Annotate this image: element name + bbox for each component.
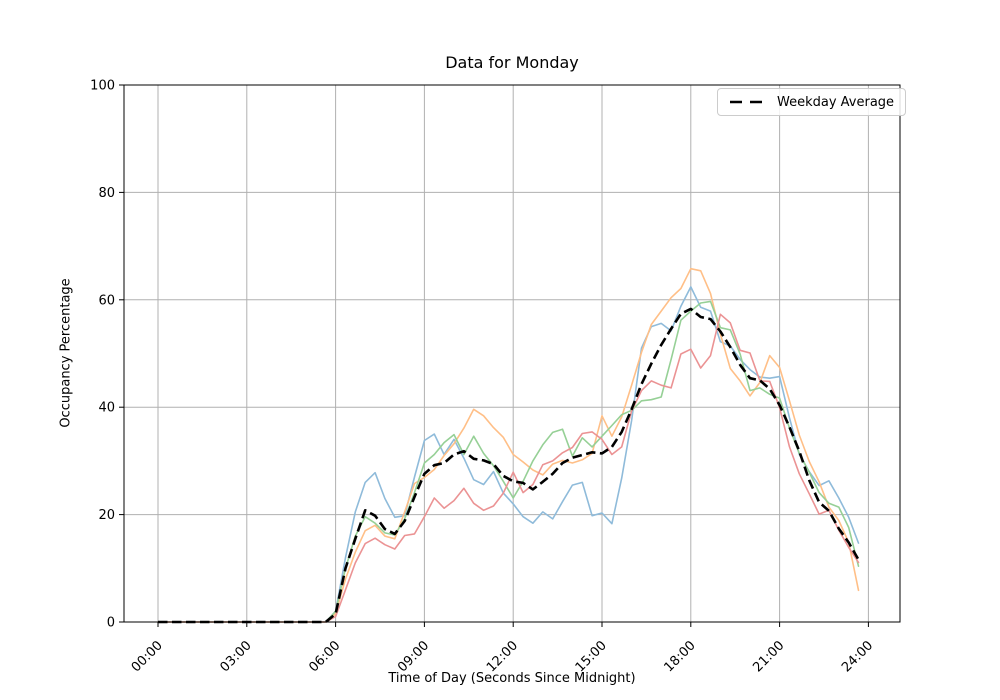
x-tick-label: 18:00 bbox=[662, 638, 699, 675]
series-line-monday-week-3 bbox=[157, 300, 860, 623]
y-tick-label: 60 bbox=[98, 293, 115, 308]
y-tick-label: 20 bbox=[98, 508, 115, 523]
x-tick-label: 21:00 bbox=[750, 638, 787, 675]
chart-title: Data for Monday bbox=[445, 53, 579, 72]
average-line bbox=[158, 307, 860, 624]
x-tick-label: 00:00 bbox=[129, 638, 166, 675]
x-tick-label: 09:00 bbox=[395, 638, 432, 675]
y-tick-label: 40 bbox=[98, 401, 115, 416]
plot-frame bbox=[123, 84, 901, 623]
y-tick-label: 100 bbox=[90, 79, 115, 94]
dashed-line-swatch bbox=[730, 100, 766, 104]
x-axis-label: Time of Day (Seconds Since Midnight) bbox=[388, 671, 636, 686]
x-tick-label: 03:00 bbox=[218, 638, 255, 675]
x-tick-label: 15:00 bbox=[573, 638, 610, 675]
x-tick-label: 06:00 bbox=[306, 638, 343, 675]
series-line-monday-week-1 bbox=[157, 286, 860, 623]
legend: Weekday Average bbox=[717, 88, 907, 116]
y-tick-label: 0 bbox=[107, 616, 115, 631]
y-axis-label: Occupancy Percentage bbox=[58, 278, 74, 428]
series-line-monday-week-4 bbox=[157, 313, 860, 623]
x-tick-label: 24:00 bbox=[839, 638, 876, 675]
x-tick-label: 12:00 bbox=[484, 638, 521, 675]
series-line-monday-week-2 bbox=[157, 267, 860, 623]
y-tick-label: 80 bbox=[98, 186, 115, 201]
legend-label: Weekday Average bbox=[777, 94, 895, 110]
